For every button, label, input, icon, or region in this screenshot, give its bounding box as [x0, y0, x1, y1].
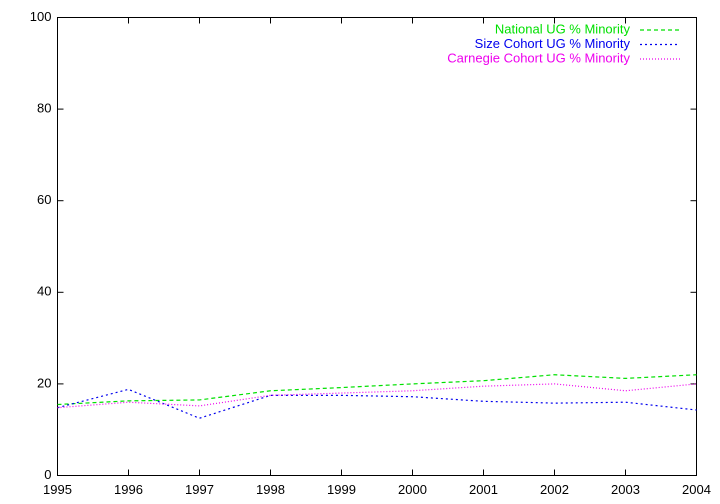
- x-tick-label: 1996: [114, 482, 143, 497]
- x-tick-label: 1997: [185, 482, 214, 497]
- legend-label: Size Cohort UG % Minority: [475, 36, 631, 51]
- y-tick-label: 0: [44, 467, 51, 482]
- y-tick-label: 100: [30, 9, 52, 24]
- x-tick-label: 1998: [256, 482, 285, 497]
- series-line: [57, 383, 697, 409]
- y-tick-label: 60: [37, 192, 51, 207]
- x-tick-label: 1999: [327, 482, 356, 497]
- y-tick-label: 20: [37, 375, 51, 390]
- series-line: [57, 388, 697, 419]
- legend-label: Carnegie Cohort UG % Minority: [447, 50, 630, 65]
- x-tick-label: 2002: [540, 482, 569, 497]
- series-line: [57, 374, 697, 406]
- x-tick-label: 1995: [43, 482, 72, 497]
- y-tick-label: 40: [37, 284, 51, 299]
- x-tick-label: 2004: [682, 482, 711, 497]
- x-tick-label: 2000: [398, 482, 427, 497]
- x-tick-label: 2001: [469, 482, 498, 497]
- y-tick-label: 80: [37, 101, 51, 116]
- plot-frame: [57, 17, 697, 476]
- legend-label: National UG % Minority: [495, 21, 631, 36]
- x-tick-label: 2003: [611, 482, 640, 497]
